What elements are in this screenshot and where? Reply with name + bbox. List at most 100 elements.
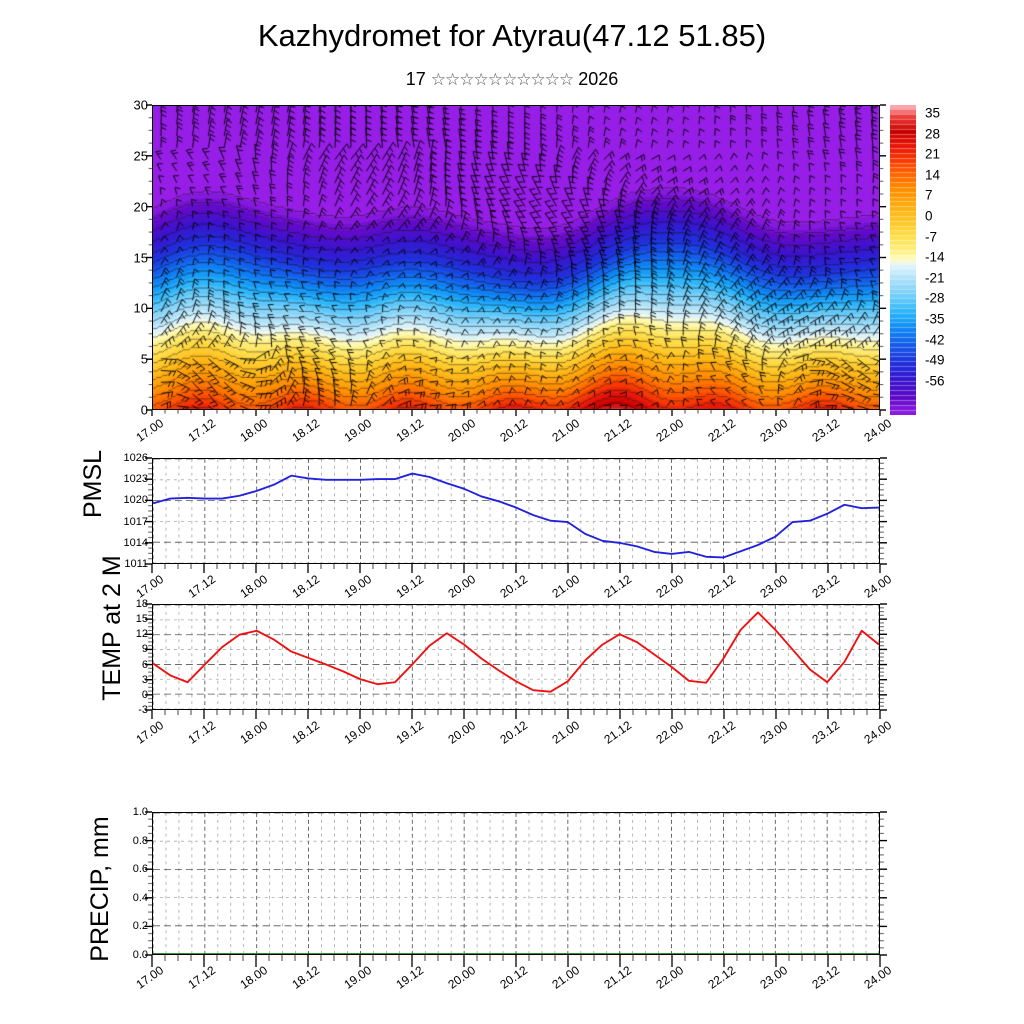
- y-tick-label: 1011: [124, 558, 148, 570]
- x-tick-label: 18.12: [289, 416, 323, 445]
- y-tick-label: 6: [141, 658, 148, 671]
- x-tick-label: 18.12: [289, 963, 323, 992]
- series-line: [153, 472, 879, 559]
- y-tick-label: 25: [133, 148, 148, 164]
- y-tick-label: 20: [133, 199, 148, 215]
- colorbar-tick-label: 0: [925, 208, 933, 224]
- precip-panel-title: PRECIP, mm: [86, 816, 114, 962]
- pmsl-plot: [153, 459, 879, 563]
- subtitle-date: 17 ☆☆☆☆☆☆☆☆☆☆ 2026: [0, 69, 1024, 90]
- y-tick-label: 1020: [123, 494, 148, 507]
- colorbar-tick-label: -14: [925, 249, 945, 265]
- x-tick-label: 18.00: [237, 718, 271, 747]
- x-tick-label: 22.00: [653, 572, 687, 601]
- x-tick-label: 24.00: [861, 416, 895, 445]
- y-tick-label: 15: [133, 250, 148, 265]
- x-tick-label: 20.12: [497, 572, 531, 601]
- x-tick-label: 21.12: [601, 416, 635, 445]
- x-tick-label: 24.00: [861, 718, 895, 747]
- y-tick-label: 0: [140, 402, 148, 418]
- y-tick-label: 1017: [123, 515, 148, 528]
- x-tick-label: 17.00: [133, 416, 167, 445]
- x-tick-label: 19.12: [393, 963, 427, 992]
- y-tick-label: -3: [138, 704, 148, 716]
- x-tick-label: 20.00: [445, 963, 479, 992]
- x-tick-label: 22.12: [705, 416, 739, 445]
- x-tick-label: 20.00: [445, 572, 479, 601]
- x-tick-label: 20.00: [445, 718, 479, 747]
- x-tick-label: 17.00: [133, 718, 167, 747]
- y-tick-label: 1.0: [132, 806, 148, 818]
- colorbar-tick-label: -21: [925, 270, 945, 286]
- y-tick-label: 1026: [123, 452, 148, 464]
- x-tick-label: 19.00: [341, 963, 375, 992]
- x-tick-label: 21.00: [549, 718, 583, 747]
- x-tick-label: 17.12: [185, 416, 219, 445]
- x-tick-label: 17.12: [185, 572, 219, 601]
- y-tick-label: 1023: [123, 473, 148, 486]
- x-tick-label: 19.12: [393, 718, 427, 747]
- x-tick-label: 22.12: [705, 963, 739, 992]
- series-line: [153, 611, 879, 693]
- colorbar-tick-label: -7: [925, 229, 938, 245]
- y-tick-label: 15: [135, 613, 148, 626]
- y-tick-label: 0.0: [132, 949, 148, 961]
- colorbar-tick-label: -42: [925, 332, 945, 348]
- x-tick-label: 21.00: [549, 963, 583, 992]
- y-tick-label: 3: [141, 673, 148, 686]
- temp-panel: [152, 604, 880, 710]
- x-tick-label: 18.00: [237, 416, 271, 445]
- subtitle-month-glyphs: ☆☆☆☆☆☆☆☆☆☆: [430, 70, 574, 89]
- x-tick-label: 24.00: [861, 572, 895, 601]
- colorbar-tick-label: 28: [925, 126, 941, 142]
- precip-plot: [153, 813, 879, 954]
- x-tick-label: 18.00: [237, 572, 271, 601]
- x-tick-label: 17.12: [185, 718, 219, 747]
- y-tick-label: 12: [135, 628, 148, 641]
- x-tick-label: 20.00: [445, 416, 479, 445]
- y-tick-label: 0.8: [132, 834, 148, 847]
- colorbar-tick-label: -28: [925, 290, 945, 306]
- x-tick-label: 23.12: [809, 963, 843, 992]
- y-tick-label: 5: [140, 351, 148, 367]
- x-tick-label: 18.12: [289, 572, 323, 601]
- colorbar-tick-label: 35: [925, 105, 941, 121]
- precip-panel: [152, 812, 880, 955]
- y-tick-label: 0.2: [132, 920, 148, 933]
- x-tick-label: 22.00: [653, 963, 687, 992]
- x-tick-label: 21.00: [549, 572, 583, 601]
- x-tick-label: 18.00: [237, 963, 271, 992]
- cross-section-panel: [152, 105, 880, 410]
- colorbar-tick-label: -49: [925, 352, 945, 368]
- x-tick-label: 22.00: [653, 416, 687, 445]
- colorbar-tick-label: 7: [925, 187, 933, 203]
- x-tick-label: 23.12: [809, 718, 843, 747]
- cross-section-canvas: [153, 106, 879, 409]
- x-tick-label: 17.12: [185, 963, 219, 992]
- x-tick-label: 19.12: [393, 572, 427, 601]
- x-tick-label: 22.12: [705, 572, 739, 601]
- page-title: Kazhydromet for Atyrau(47.12 51.85): [257, 18, 767, 53]
- x-tick-label: 20.12: [497, 718, 531, 747]
- y-tick-label: 30: [133, 97, 148, 113]
- x-tick-label: 22.00: [653, 718, 687, 747]
- y-tick-label: 9: [141, 643, 148, 656]
- y-tick-label: 1014: [123, 536, 148, 549]
- x-tick-label: 23.00: [757, 416, 791, 445]
- x-tick-label: 21.12: [601, 718, 635, 747]
- y-tick-label: 0.6: [132, 863, 148, 876]
- colorbar-tick-label: 14: [925, 167, 941, 183]
- pmsl-panel: [152, 458, 880, 564]
- x-tick-label: 20.12: [497, 416, 531, 445]
- y-tick-label: 0: [141, 688, 148, 701]
- x-tick-label: 19.12: [393, 416, 427, 445]
- subtitle-year: 2026: [578, 69, 619, 89]
- x-tick-label: 18.12: [289, 718, 323, 747]
- x-tick-label: 19.00: [341, 718, 375, 747]
- x-tick-label: 19.00: [341, 416, 375, 445]
- x-tick-label: 21.12: [601, 572, 635, 601]
- x-tick-label: 23.00: [757, 963, 791, 992]
- x-tick-label: 19.00: [341, 572, 375, 601]
- x-tick-label: 21.12: [601, 963, 635, 992]
